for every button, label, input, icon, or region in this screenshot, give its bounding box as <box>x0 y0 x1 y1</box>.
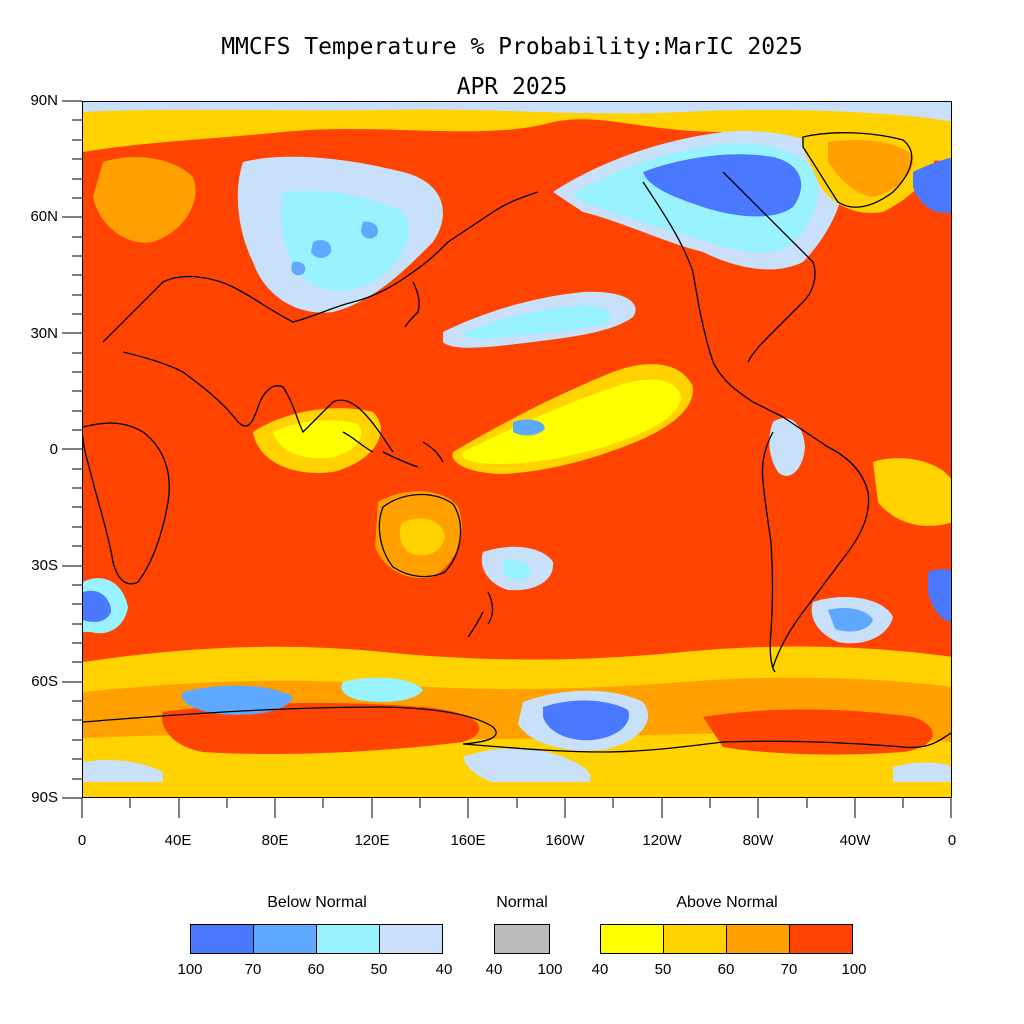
legend-below-tick-1: 70 <box>244 961 262 978</box>
southern-ocean-blue-west <box>182 685 293 715</box>
arctic-russia-orange <box>413 135 545 188</box>
legend-normal-label: Normal <box>496 894 548 911</box>
legend-below-swatch-70-60 <box>253 924 317 954</box>
legend-above-tick-3: 70 <box>780 961 798 978</box>
legend-below-tick-0: 100 <box>177 961 203 978</box>
south-america-light <box>769 418 805 476</box>
legend-below-swatch-60-50 <box>316 924 380 954</box>
lon-label-40w: 40W <box>839 832 871 849</box>
greenland-orange <box>828 140 914 197</box>
legend-below-swatch-100-70 <box>190 924 254 954</box>
australia-yellow <box>399 518 445 556</box>
antarctica-orange <box>162 702 480 754</box>
lon-label-160w: 160W <box>545 832 585 849</box>
probability-map <box>82 101 952 798</box>
legend-normal-boxes <box>494 924 550 954</box>
legend-normal-tick-1: 100 <box>537 961 563 978</box>
legend-below-tick-2: 60 <box>307 961 325 978</box>
legend-below-tick-3: 50 <box>370 961 388 978</box>
lon-label-0-end: 0 <box>947 832 957 849</box>
lon-label-0: 0 <box>77 832 87 849</box>
lat-label-60n: 60N <box>30 208 58 225</box>
east-atlantic-cold <box>928 569 951 622</box>
legend-above-swatch-60-70 <box>726 924 790 954</box>
bottom-band-blue-east <box>893 762 951 782</box>
europe-orange <box>93 157 196 243</box>
probability-map-svg <box>83 102 951 797</box>
lat-label-90s: 90S <box>31 789 58 806</box>
lat-label-30n: 30N <box>30 325 58 342</box>
pacific-blue-spot <box>513 419 545 436</box>
legend-above-swatch-50-60 <box>663 924 727 954</box>
siberia-cold-mid <box>281 190 409 291</box>
south-atlantic-yellow <box>873 458 951 526</box>
legend-above-tick-1: 50 <box>654 961 672 978</box>
legend-below-label: Below Normal <box>267 894 367 911</box>
arctic-yellow-band <box>83 102 951 162</box>
lon-label-40e: 40E <box>164 832 192 849</box>
antarctic-coast-lightblue <box>463 748 591 792</box>
bottom-band-blue <box>83 760 163 782</box>
lon-label-80w: 80W <box>742 832 774 849</box>
south-atlantic-cold-inner <box>828 608 873 632</box>
arctic-lightblue <box>83 102 951 122</box>
legend-normal-tick-0: 40 <box>485 961 503 978</box>
north-atlantic-cold <box>913 157 951 213</box>
legend-above-tick-0: 40 <box>591 961 609 978</box>
lat-label-90n: 90N <box>30 92 58 109</box>
lon-label-120e: 120E <box>354 832 390 849</box>
legend-above-tick-2: 60 <box>717 961 735 978</box>
chart-subtitle: APR 2025 <box>456 74 568 100</box>
north-pacific-cold-streak-inner <box>463 305 612 339</box>
pacific-yellow-core <box>462 379 681 464</box>
legend-above-swatch-40-50 <box>600 924 664 954</box>
coastlines <box>83 132 951 753</box>
legend-below-swatch-50-40 <box>379 924 443 954</box>
antarctica-orange-east <box>703 709 933 755</box>
southern-ocean-blue-west2 <box>341 677 423 702</box>
bottom-band <box>83 782 951 797</box>
southern-ocean-blue-core <box>543 700 629 741</box>
legend-above-swatch-70-100 <box>789 924 853 954</box>
north-america-cold-core <box>643 154 802 217</box>
lat-label-60s: 60S <box>31 673 58 690</box>
legend-normal-swatch <box>494 924 550 954</box>
legend-above-tick-4: 100 <box>841 961 867 978</box>
lat-label-30s: 30S <box>31 557 58 574</box>
lat-label-eq: 0 <box>49 441 58 458</box>
chart-title: MMCFS Temperature % Probability:MarIC 20… <box>221 34 803 60</box>
west-africa-cold-core <box>83 590 111 622</box>
lon-label-80e: 80E <box>261 832 289 849</box>
legend-above-label: Above Normal <box>676 894 778 911</box>
lon-label-120w: 120W <box>642 832 682 849</box>
siberia-cold-spots <box>291 221 379 276</box>
legend-below-tick-4: 40 <box>435 961 453 978</box>
south-pacific-cold-inner <box>503 559 531 580</box>
legend-above-boxes <box>600 924 853 954</box>
indian-ocean-yellow-core <box>273 420 362 459</box>
lon-label-160e: 160E <box>450 832 486 849</box>
legend-below-boxes <box>190 924 443 954</box>
